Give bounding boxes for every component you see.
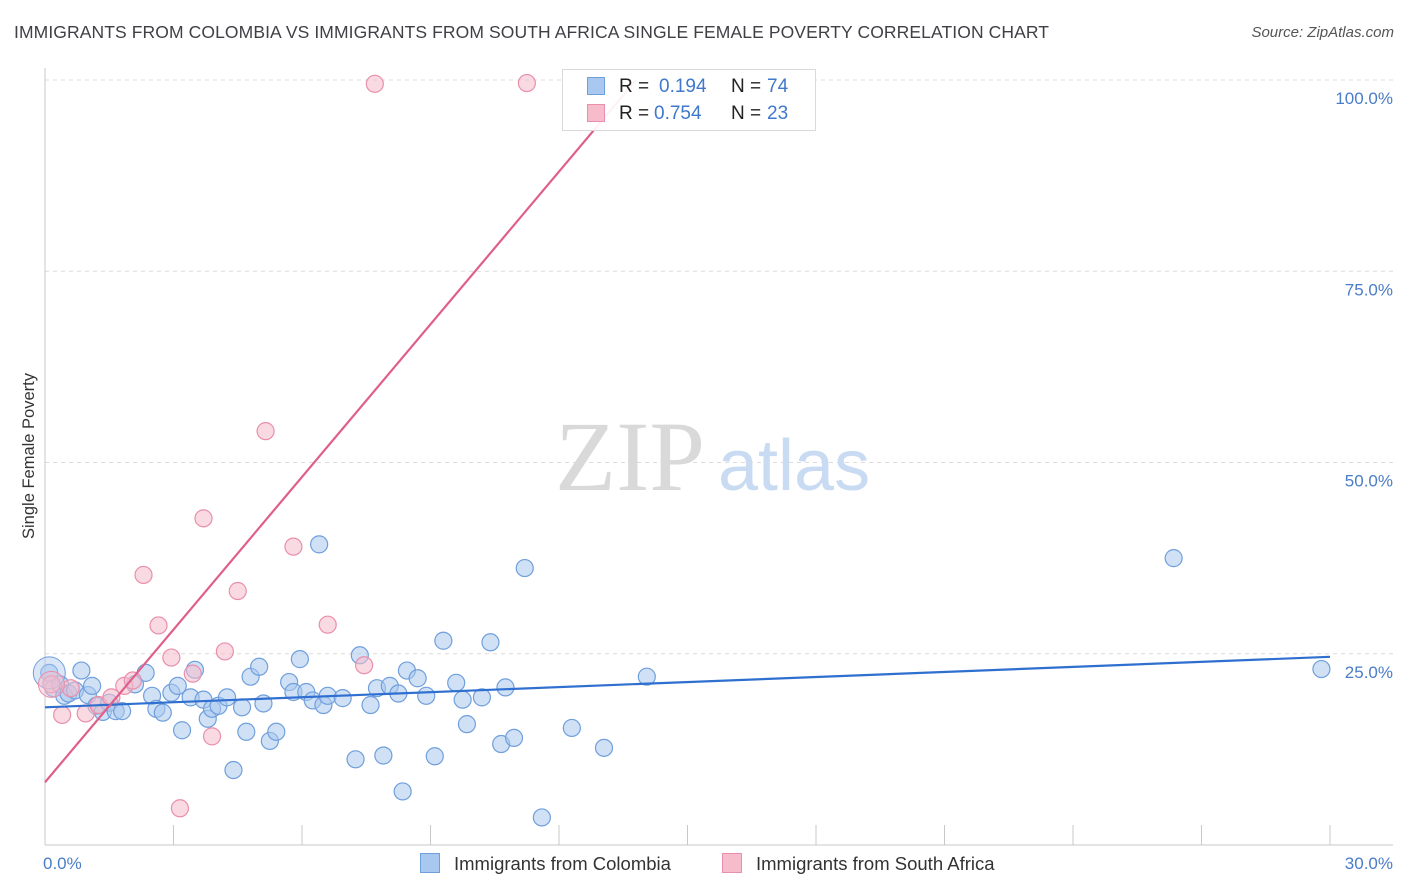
point-colombia bbox=[637, 667, 656, 686]
point-colombia bbox=[172, 721, 192, 740]
point-colombia bbox=[532, 808, 551, 827]
point-south-africa bbox=[365, 74, 384, 93]
point-south-africa bbox=[228, 581, 247, 601]
watermark-atlas: atlas bbox=[718, 426, 870, 506]
point-colombia bbox=[481, 633, 500, 652]
point-colombia bbox=[346, 750, 365, 769]
point-south-africa-large bbox=[37, 670, 65, 698]
point-colombia bbox=[472, 688, 491, 707]
point-colombia bbox=[504, 728, 524, 748]
series-colombia-points bbox=[32, 535, 1331, 827]
point-south-africa bbox=[170, 799, 190, 818]
point-colombia bbox=[72, 661, 91, 680]
point-colombia bbox=[267, 722, 286, 741]
point-colombia bbox=[496, 678, 515, 697]
point-colombia bbox=[515, 558, 534, 578]
point-south-africa bbox=[202, 727, 222, 746]
watermark-zip: ZIP bbox=[555, 401, 705, 512]
point-colombia bbox=[417, 686, 436, 705]
point-south-africa bbox=[102, 688, 121, 707]
point-colombia bbox=[310, 535, 329, 554]
y-tick-label: 75.0% bbox=[1345, 280, 1393, 299]
series-south-africa-points bbox=[37, 73, 536, 818]
bottom-legend-label-colombia: Immigrants from Colombia bbox=[454, 853, 671, 874]
point-south-africa bbox=[215, 642, 234, 661]
point-colombia bbox=[290, 650, 309, 669]
watermark: ZIP atlas bbox=[555, 401, 870, 512]
point-colombia bbox=[594, 738, 614, 757]
legend-r-label: R = bbox=[619, 76, 650, 97]
legend-n-value: 23 bbox=[767, 103, 789, 124]
trend-line-colombia bbox=[44, 655, 1331, 709]
point-south-africa bbox=[318, 615, 337, 634]
legend-r-value: 0.194 bbox=[659, 76, 707, 97]
point-south-africa bbox=[53, 705, 72, 725]
point-colombia bbox=[333, 689, 352, 708]
chart-title: IMMIGRANTS FROM COLOMBIA VS IMMIGRANTS F… bbox=[14, 22, 1050, 42]
point-south-africa bbox=[42, 675, 61, 694]
point-south-africa bbox=[149, 616, 168, 635]
point-colombia bbox=[408, 669, 427, 688]
point-south-africa bbox=[194, 509, 213, 528]
point-south-africa bbox=[256, 422, 275, 441]
point-colombia bbox=[562, 718, 581, 738]
point-south-africa bbox=[284, 537, 303, 556]
point-colombia bbox=[168, 676, 187, 695]
trend-lines bbox=[44, 79, 1331, 783]
point-south-africa bbox=[162, 648, 181, 667]
x-tick-label: 30.0% bbox=[1345, 854, 1393, 873]
y-tick-label: 100.0% bbox=[1335, 89, 1393, 108]
tick-labels: 25.0% 50.0% 75.0% 100.0% 0.0% 30.0% bbox=[43, 89, 1393, 873]
point-south-africa bbox=[517, 73, 536, 93]
grid-lines bbox=[45, 79, 1393, 655]
point-colombia bbox=[153, 703, 172, 722]
point-colombia bbox=[217, 688, 237, 707]
point-colombia bbox=[232, 698, 252, 717]
legend-n-value: 74 bbox=[767, 76, 789, 97]
point-colombia bbox=[112, 702, 132, 721]
bottom-legend-label-south-africa: Immigrants from South Africa bbox=[756, 853, 995, 874]
point-colombia bbox=[453, 690, 472, 709]
point-colombia bbox=[374, 746, 393, 765]
point-colombia bbox=[83, 676, 102, 695]
trend-line-south-africa bbox=[44, 79, 637, 783]
correlation-legend: R = 0.194 N = 74 R = 0.754 N = 23 bbox=[562, 69, 816, 131]
point-colombia bbox=[361, 695, 380, 715]
point-colombia bbox=[224, 760, 243, 780]
legend-n-label: N = bbox=[731, 76, 762, 97]
point-colombia bbox=[1164, 549, 1183, 568]
y-axis-label: Single Female Poverty bbox=[20, 372, 38, 539]
x-tick-label: 0.0% bbox=[43, 854, 82, 873]
y-tick-label: 50.0% bbox=[1345, 472, 1393, 491]
point-south-africa bbox=[134, 565, 153, 585]
point-colombia bbox=[447, 673, 466, 692]
legend-swatch-south-africa bbox=[587, 104, 605, 122]
legend-r-value: 0.754 bbox=[654, 103, 702, 124]
point-colombia bbox=[457, 715, 477, 734]
y-tick-label: 25.0% bbox=[1345, 663, 1393, 682]
point-south-africa bbox=[123, 671, 142, 690]
point-south-africa bbox=[355, 656, 374, 675]
chart-source: Source: ZipAtlas.com bbox=[1251, 24, 1394, 41]
point-south-africa bbox=[61, 679, 80, 698]
point-colombia bbox=[425, 747, 444, 766]
bottom-legend-swatch-colombia bbox=[420, 853, 440, 873]
legend-n-label: N = bbox=[731, 103, 762, 124]
point-colombia bbox=[393, 782, 412, 801]
bottom-legend-swatch-south-africa bbox=[722, 853, 742, 873]
point-colombia bbox=[237, 722, 256, 741]
point-colombia bbox=[250, 657, 269, 676]
legend-swatch-colombia bbox=[587, 77, 605, 95]
axes bbox=[44, 68, 1393, 846]
point-colombia bbox=[1312, 659, 1331, 679]
point-south-africa bbox=[183, 664, 202, 683]
legend-r-label: R = bbox=[619, 103, 650, 124]
point-colombia bbox=[434, 631, 453, 650]
